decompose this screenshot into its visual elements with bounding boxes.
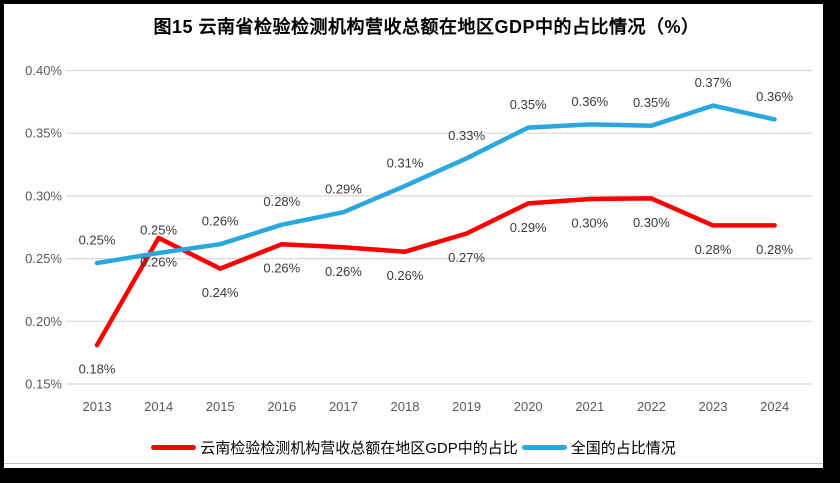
y-tick-label: 0.20% — [25, 314, 62, 329]
data-label-series-1: 0.25% — [79, 233, 116, 248]
legend-item-yunnan: 云南检验检测机构营收总额在地区GDP中的占比 — [151, 437, 518, 458]
y-tick-label: 0.25% — [25, 251, 62, 266]
x-tick-label: 2021 — [575, 399, 604, 414]
x-tick-label: 2015 — [206, 399, 235, 414]
x-tick-label: 2020 — [514, 399, 543, 414]
chart-title: 图15 云南省检验检测机构营收总额在地区GDP中的占比情况（%） — [153, 17, 700, 37]
x-tick-label: 2013 — [83, 399, 112, 414]
data-label-series-0: 0.30% — [633, 215, 670, 230]
x-tick-label: 2018 — [391, 399, 420, 414]
data-label-series-1: 0.29% — [325, 182, 362, 197]
data-label-series-0: 0.30% — [571, 216, 608, 231]
x-tick-label: 2019 — [452, 399, 481, 414]
chart-canvas: 图15 云南省检验检测机构营收总额在地区GDP中的占比情况（%） 0.15% 0.… — [4, 4, 823, 468]
series-line-1 — [94, 103, 777, 266]
data-label-series-1: 0.33% — [448, 128, 485, 143]
data-label-series-1: 0.37% — [695, 75, 732, 90]
data-label-series-1: 0.35% — [510, 97, 547, 112]
data-label-series-0: 0.28% — [695, 242, 732, 257]
x-tick-label: 2014 — [144, 399, 173, 414]
legend-label-yunnan: 云南检验检测机构营收总额在地区GDP中的占比 — [200, 440, 518, 457]
data-label-series-1: 0.31% — [387, 155, 424, 170]
series-line-0 — [94, 196, 777, 348]
data-label-series-0: 0.18% — [79, 362, 116, 377]
data-label-series-1: 0.26% — [202, 214, 239, 229]
data-label-series-0: 0.27% — [448, 250, 485, 265]
legend-swatch-yunnan — [151, 445, 197, 450]
chart-legend: 云南检验检测机构营收总额在地区GDP中的占比 全国的占比情况 — [4, 437, 823, 458]
x-tick-label: 2022 — [637, 399, 666, 414]
data-label-series-1: 0.35% — [633, 95, 670, 110]
data-label-series-1: 0.25% — [140, 223, 177, 238]
y-tick-label: 0.35% — [25, 126, 62, 141]
data-label-series-1: 0.36% — [756, 89, 793, 104]
data-label-series-0: 0.26% — [387, 268, 424, 283]
bottom-rule — [4, 463, 823, 464]
data-label-series-0: 0.28% — [756, 242, 793, 257]
data-label-series-0: 0.26% — [325, 264, 362, 279]
x-tick-label: 2023 — [699, 399, 728, 414]
data-label-series-0: 0.24% — [202, 285, 239, 300]
legend-label-national: 全国的占比情况 — [570, 440, 676, 457]
y-tick-label: 0.30% — [25, 188, 62, 203]
y-tick-label: 0.40% — [25, 63, 62, 78]
data-label-series-1: 0.28% — [263, 194, 300, 209]
data-label-series-0: 0.26% — [263, 261, 300, 276]
y-tick-label: 0.15% — [25, 377, 62, 392]
data-label-series-0: 0.26% — [140, 254, 177, 269]
x-tick-label: 2024 — [760, 399, 789, 414]
data-label-series-1: 0.36% — [571, 94, 608, 109]
x-tick-label: 2017 — [329, 399, 358, 414]
legend-swatch-national — [521, 445, 567, 450]
x-tick-label: 2016 — [267, 399, 296, 414]
line-chart: 0.15% 0.20% 0.25% 0.30% 0.35% 0.40% 2013 2014 20… — [25, 63, 812, 414]
legend-item-national: 全国的占比情况 — [521, 437, 676, 458]
data-label-series-0: 0.29% — [510, 220, 547, 235]
